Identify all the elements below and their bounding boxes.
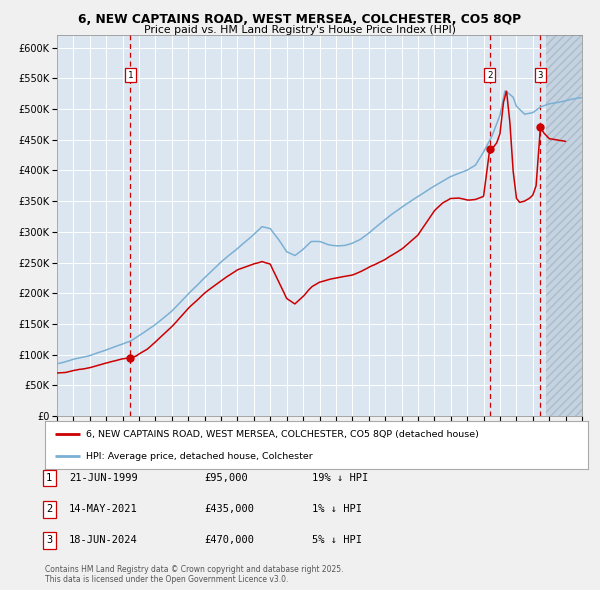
Text: £470,000: £470,000 [204, 536, 254, 545]
Text: 21-JUN-1999: 21-JUN-1999 [69, 473, 138, 483]
Text: HPI: Average price, detached house, Colchester: HPI: Average price, detached house, Colc… [86, 452, 313, 461]
Text: 2: 2 [46, 504, 52, 514]
Text: Contains HM Land Registry data © Crown copyright and database right 2025.
This d: Contains HM Land Registry data © Crown c… [45, 565, 343, 584]
Text: 5% ↓ HPI: 5% ↓ HPI [312, 536, 362, 545]
Text: 1: 1 [128, 71, 133, 80]
Text: 18-JUN-2024: 18-JUN-2024 [69, 536, 138, 545]
Text: 19% ↓ HPI: 19% ↓ HPI [312, 473, 368, 483]
Text: 6, NEW CAPTAINS ROAD, WEST MERSEA, COLCHESTER, CO5 8QP (detached house): 6, NEW CAPTAINS ROAD, WEST MERSEA, COLCH… [86, 430, 479, 439]
Text: Price paid vs. HM Land Registry's House Price Index (HPI): Price paid vs. HM Land Registry's House … [144, 25, 456, 35]
Text: 14-MAY-2021: 14-MAY-2021 [69, 504, 138, 514]
Text: 1% ↓ HPI: 1% ↓ HPI [312, 504, 362, 514]
Text: 3: 3 [538, 71, 543, 80]
Text: 6, NEW CAPTAINS ROAD, WEST MERSEA, COLCHESTER, CO5 8QP: 6, NEW CAPTAINS ROAD, WEST MERSEA, COLCH… [79, 13, 521, 26]
Text: 1: 1 [46, 473, 52, 483]
Text: 3: 3 [46, 536, 52, 545]
Text: £435,000: £435,000 [204, 504, 254, 514]
Text: £95,000: £95,000 [204, 473, 248, 483]
Bar [547, 35, 582, 416]
Text: 2: 2 [487, 71, 493, 80]
